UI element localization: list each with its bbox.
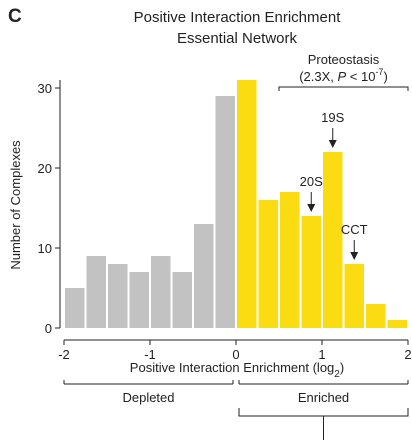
bracket-title: Proteostasis: [308, 52, 380, 67]
chart-title: Positive Interaction Enrichment: [134, 9, 342, 26]
bracket: [278, 86, 409, 91]
annotation-label: 19S: [321, 110, 344, 125]
bar: [323, 152, 343, 328]
bar: [194, 224, 214, 328]
bar: [237, 80, 257, 328]
y-tick-label: 10: [38, 241, 52, 256]
bar: [65, 288, 85, 328]
arrow-head: [328, 140, 337, 148]
stat-tail: ): [383, 69, 387, 84]
x-tick-label: 2: [404, 347, 411, 362]
bar: [387, 320, 407, 328]
x-label-tail: ): [340, 360, 344, 375]
group-bracket: [238, 380, 409, 385]
group-label: Enriched: [298, 390, 349, 405]
bar: [344, 264, 364, 328]
bar: [215, 96, 235, 328]
annotation-label: CCT: [341, 222, 368, 237]
x-axis-label: Positive Interaction Enrichment (log2): [130, 360, 344, 380]
arrow-head: [307, 204, 316, 212]
chart-subtitle: Essential Network: [177, 30, 298, 47]
bar: [366, 304, 386, 328]
bar: [129, 272, 149, 328]
bar: [301, 216, 321, 328]
bar: [280, 192, 300, 328]
x-tick-label: 1: [318, 347, 325, 362]
y-tick-label: 0: [45, 321, 52, 336]
bar: [86, 256, 106, 328]
y-axis-label: Number of Complexes: [8, 140, 23, 270]
x-label-text: Positive Interaction Enrichment (log: [130, 360, 334, 375]
bar: [172, 272, 192, 328]
bracket-stat: (2.3X, P < 10-7): [299, 67, 388, 84]
group-label: Depleted: [122, 390, 174, 405]
x-tick-label: -1: [144, 347, 156, 362]
x-tick-label: -2: [58, 347, 70, 362]
bar: [151, 256, 171, 328]
bar: [258, 200, 278, 328]
arrow-head: [350, 252, 359, 260]
group-bracket: [63, 380, 234, 385]
bar: [108, 264, 128, 328]
enriched-brace: [238, 408, 409, 440]
x-tick-label: 0: [232, 347, 239, 362]
stat-sup: -7: [375, 67, 383, 77]
annotation-label: 20S: [300, 174, 323, 189]
stat-mid: < 10: [346, 69, 375, 84]
stat-pre: (2.3X,: [299, 69, 337, 84]
x-label-subscript: 2: [334, 369, 340, 380]
y-tick-label: 20: [38, 161, 52, 176]
panel-label: C: [8, 6, 22, 27]
stat-italic: P: [337, 69, 346, 84]
y-tick-label: 30: [38, 81, 52, 96]
